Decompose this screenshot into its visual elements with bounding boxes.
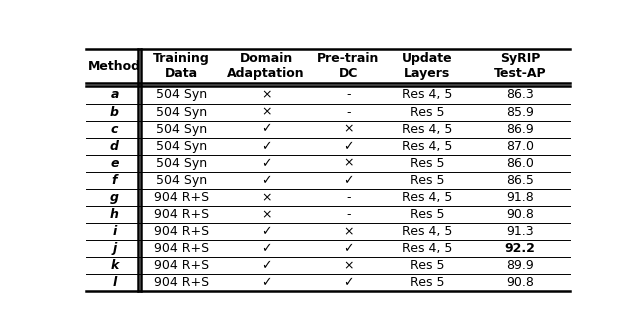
Text: 904 R+S: 904 R+S [154,259,209,272]
Text: 85.9: 85.9 [506,106,534,118]
Text: Res 5: Res 5 [410,106,445,118]
Text: -: - [346,106,351,118]
Text: 86.5: 86.5 [506,174,534,187]
Text: h: h [110,208,119,221]
Text: ×: × [343,225,353,238]
Text: -: - [346,88,351,102]
Text: Res 5: Res 5 [410,276,445,289]
Text: 504 Syn: 504 Syn [156,106,207,118]
Text: ×: × [343,122,353,136]
Text: ✓: ✓ [260,225,271,238]
Text: ×: × [343,259,353,272]
Text: 89.9: 89.9 [506,259,534,272]
Text: 904 R+S: 904 R+S [154,191,209,204]
Text: 91.3: 91.3 [506,225,534,238]
Text: ✓: ✓ [260,140,271,153]
Text: ✓: ✓ [343,242,353,255]
Text: Res 5: Res 5 [410,259,445,272]
Text: 90.8: 90.8 [506,276,534,289]
Text: 504 Syn: 504 Syn [156,88,207,102]
Text: Update
Layers: Update Layers [402,52,452,80]
Text: Res 5: Res 5 [410,157,445,170]
Text: b: b [110,106,119,118]
Text: g: g [110,191,119,204]
Text: Pre-train
DC: Pre-train DC [317,52,380,80]
Text: 904 R+S: 904 R+S [154,276,209,289]
Text: Res 4, 5: Res 4, 5 [402,140,452,153]
Text: ×: × [260,106,271,118]
Text: Method: Method [88,60,141,72]
Text: ×: × [260,191,271,204]
Text: 86.3: 86.3 [506,88,534,102]
Text: ✓: ✓ [260,242,271,255]
Text: 904 R+S: 904 R+S [154,225,209,238]
Text: 86.9: 86.9 [506,122,534,136]
Text: c: c [111,122,118,136]
Text: l: l [113,276,116,289]
Text: 504 Syn: 504 Syn [156,140,207,153]
Text: Res 5: Res 5 [410,174,445,187]
Text: 904 R+S: 904 R+S [154,242,209,255]
Text: ✓: ✓ [260,259,271,272]
Text: 904 R+S: 904 R+S [154,208,209,221]
Text: ✓: ✓ [343,276,353,289]
Text: -: - [346,191,351,204]
Text: ✓: ✓ [260,122,271,136]
Text: ✓: ✓ [260,157,271,170]
Text: 90.8: 90.8 [506,208,534,221]
Text: ✓: ✓ [343,140,353,153]
Text: 504 Syn: 504 Syn [156,157,207,170]
Text: ×: × [260,88,271,102]
Text: f: f [112,174,117,187]
Text: Res 4, 5: Res 4, 5 [402,88,452,102]
Text: ✓: ✓ [260,174,271,187]
Text: i: i [113,225,116,238]
Text: 504 Syn: 504 Syn [156,174,207,187]
Text: k: k [110,259,118,272]
Text: e: e [110,157,119,170]
Text: Domain
Adaptation: Domain Adaptation [227,52,305,80]
Text: -: - [346,208,351,221]
Text: 86.0: 86.0 [506,157,534,170]
Text: 87.0: 87.0 [506,140,534,153]
Text: ×: × [343,157,353,170]
Text: Res 5: Res 5 [410,208,445,221]
Text: ✓: ✓ [260,276,271,289]
Text: Training
Data: Training Data [153,52,210,80]
Text: SyRIP
Test-AP: SyRIP Test-AP [494,52,547,80]
Text: ✓: ✓ [343,174,353,187]
Text: ×: × [260,208,271,221]
Text: 504 Syn: 504 Syn [156,122,207,136]
Text: Res 4, 5: Res 4, 5 [402,191,452,204]
Text: Res 4, 5: Res 4, 5 [402,242,452,255]
Text: j: j [113,242,116,255]
Text: Res 4, 5: Res 4, 5 [402,225,452,238]
Text: 92.2: 92.2 [505,242,536,255]
Text: Res 4, 5: Res 4, 5 [402,122,452,136]
Text: a: a [110,88,118,102]
Text: 91.8: 91.8 [506,191,534,204]
Text: d: d [110,140,119,153]
